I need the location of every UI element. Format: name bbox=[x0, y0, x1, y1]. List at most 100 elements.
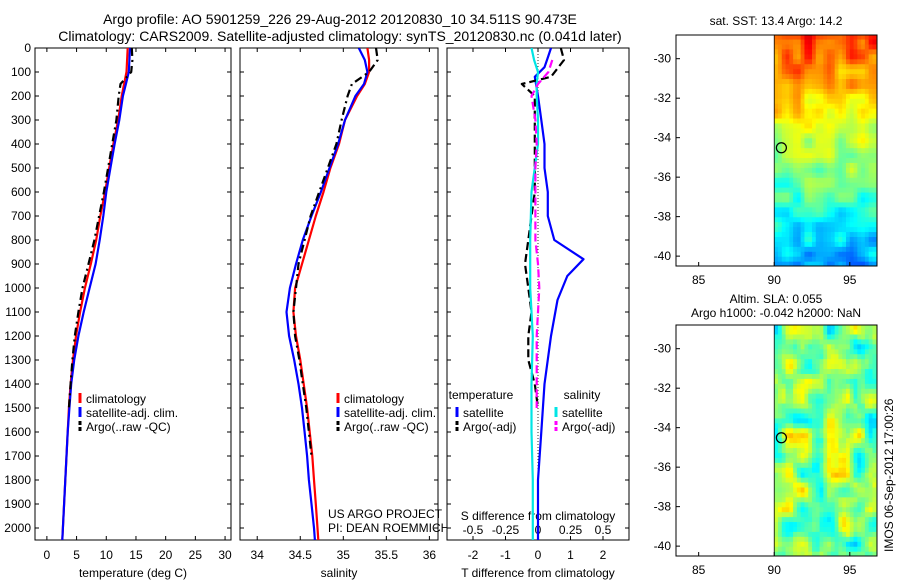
sla_map-cell bbox=[861, 343, 866, 350]
sla_map-cell bbox=[781, 363, 787, 370]
sst_map-cell bbox=[864, 93, 870, 99]
sst_map-cell bbox=[793, 127, 798, 134]
sla_map-cell bbox=[861, 462, 866, 468]
sla_map-cell bbox=[800, 373, 806, 379]
sla_map-cell bbox=[778, 541, 783, 547]
sst_map-cell bbox=[846, 127, 851, 134]
sla_map-cell bbox=[819, 462, 824, 468]
sst_map-cell bbox=[827, 182, 832, 188]
sst_map-cell bbox=[819, 236, 824, 242]
sst_map-cell bbox=[868, 112, 874, 119]
sst_map-cell bbox=[793, 182, 798, 188]
sla_map-cell bbox=[815, 491, 821, 498]
sla_map-cell bbox=[834, 338, 840, 345]
sst_map-cell bbox=[774, 68, 779, 75]
sla_map-cell bbox=[804, 383, 809, 389]
sst_map-cell bbox=[800, 182, 806, 188]
sla_map-cell bbox=[804, 452, 809, 458]
sst_map-cell bbox=[819, 88, 824, 94]
sla_map-cell bbox=[842, 353, 847, 360]
sla_map-cell bbox=[789, 437, 794, 444]
sst_map-cell bbox=[812, 73, 817, 80]
sst_map-cell bbox=[804, 261, 809, 266]
sla_map-cell bbox=[819, 343, 824, 350]
sst_map-cell bbox=[846, 157, 851, 163]
sla_map-cell bbox=[864, 398, 870, 404]
sst_map-cell bbox=[808, 216, 813, 223]
sst_map-cell bbox=[872, 241, 877, 247]
sla_map-cell bbox=[793, 472, 798, 478]
sla_map-cell bbox=[778, 486, 783, 493]
sla_map-cell bbox=[789, 526, 794, 532]
sla_map-cell bbox=[846, 338, 851, 345]
sst_map-cell bbox=[812, 201, 817, 208]
sst_map-cell bbox=[861, 108, 866, 114]
sla_map-cell bbox=[778, 452, 783, 458]
sla_map-cell bbox=[842, 393, 847, 399]
sst_map-cell bbox=[827, 68, 832, 75]
sla_map-cell bbox=[849, 526, 855, 532]
sst_map-cell bbox=[849, 246, 855, 252]
sla_map-cell bbox=[774, 452, 779, 458]
sla_map-cell bbox=[861, 457, 866, 463]
sla_map-cell bbox=[781, 462, 787, 468]
sla_map-cell bbox=[815, 338, 821, 345]
sst_map-cell bbox=[804, 147, 809, 154]
sla_map-cell bbox=[864, 393, 870, 399]
sla_map-cell bbox=[778, 491, 783, 498]
sla_map-cell bbox=[815, 412, 821, 419]
sla_map-cell bbox=[793, 531, 798, 537]
sst_map-cell bbox=[815, 108, 821, 114]
sst_map-cell bbox=[830, 167, 836, 173]
sst_map-cell bbox=[830, 127, 836, 134]
sst_map-cell bbox=[827, 98, 832, 104]
sst_map-cell bbox=[834, 216, 840, 223]
sst_map-cell bbox=[804, 231, 809, 237]
sst_map-cell bbox=[819, 226, 824, 233]
sla_map-cell bbox=[774, 511, 779, 518]
sla_map-cell bbox=[827, 477, 832, 483]
sla_map-cell bbox=[793, 417, 798, 424]
sst_map-cell bbox=[778, 241, 783, 247]
sst_map-cell bbox=[834, 132, 840, 139]
sst_map-cell bbox=[815, 43, 821, 50]
sst_map-cell bbox=[778, 112, 783, 119]
sst_map-cell bbox=[849, 231, 855, 237]
sst_map-cell bbox=[819, 177, 824, 183]
sla_map-cell bbox=[864, 432, 870, 439]
sst_map-cell bbox=[808, 187, 813, 193]
sst_map-cell bbox=[793, 177, 798, 183]
sst_map-cell bbox=[778, 216, 783, 223]
sla_map-cell bbox=[857, 427, 862, 434]
sla_map-cell bbox=[774, 536, 779, 542]
sla_map-cell bbox=[830, 506, 836, 513]
sst_map-cell bbox=[830, 117, 836, 124]
sst_map-cell bbox=[789, 53, 794, 60]
sla_map-cell bbox=[846, 462, 851, 468]
sst_map-cell bbox=[868, 142, 874, 149]
sla_map-cell bbox=[778, 328, 783, 335]
sst_map-cell bbox=[853, 58, 858, 65]
sst_map-cell bbox=[834, 88, 840, 94]
sst_map-cell bbox=[800, 201, 806, 208]
sla_map-cell bbox=[849, 541, 855, 547]
sst_map-cell bbox=[838, 73, 843, 80]
sla_map-cell bbox=[800, 472, 806, 478]
sst_map-cell bbox=[774, 108, 779, 114]
sla_map-cell bbox=[793, 546, 798, 552]
sla_map-cell bbox=[819, 363, 824, 370]
sla_map-cell bbox=[838, 393, 843, 399]
sla_map-cell bbox=[789, 467, 794, 473]
sst_map-cell bbox=[830, 35, 836, 40]
sla_map-cell bbox=[793, 378, 798, 384]
sla_map-cell bbox=[838, 358, 843, 365]
sst_map-cell bbox=[868, 221, 874, 228]
sla_map-cell bbox=[849, 546, 855, 552]
sla_map-cell bbox=[849, 328, 855, 335]
sst_map-cell bbox=[827, 63, 832, 70]
sst_map-cell bbox=[861, 191, 866, 198]
sst_map-cell bbox=[812, 48, 817, 55]
sla_map-cell bbox=[789, 325, 794, 330]
sst_map-cell bbox=[868, 241, 874, 247]
sla_map-cell bbox=[781, 373, 787, 379]
